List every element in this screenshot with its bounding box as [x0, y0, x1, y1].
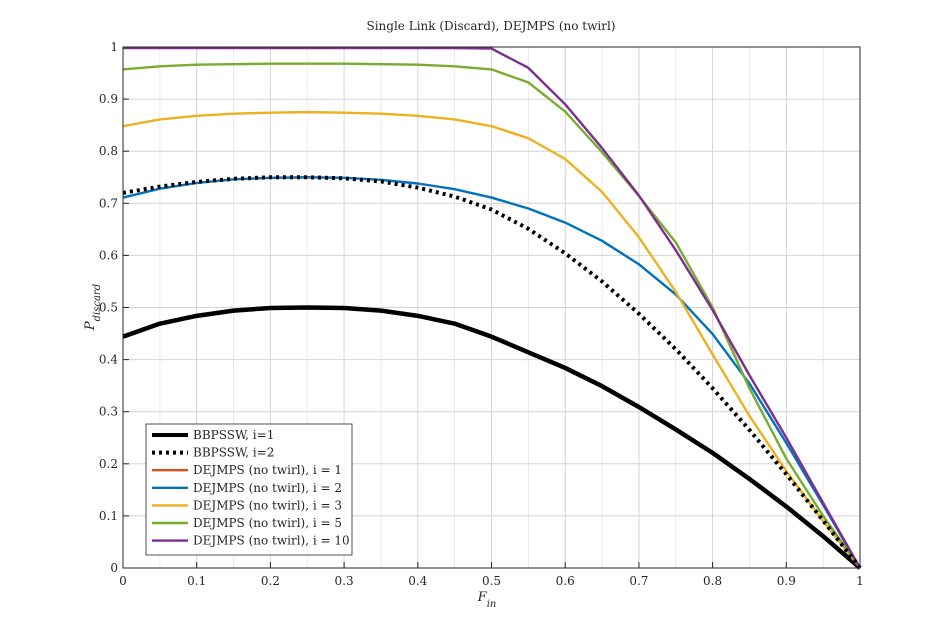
x-tick-label: 0.7 — [629, 574, 648, 588]
series-line-dejmps-no-twirl-i-3 — [122, 110, 861, 569]
legend: BBPSSW, i=1 BBPSSW, i=2 DEJMPS (no twirl),… — [145, 423, 353, 556]
x-tick-label: 0.9 — [777, 574, 796, 588]
chart-title: Single Link (Discard), DEJMPS (no twirl) — [367, 19, 616, 33]
x-axis-label-main: F — [477, 590, 488, 605]
legend-box — [145, 423, 353, 556]
y-axis-label-sub: discard — [92, 284, 103, 321]
x-axis-label: Fin — [477, 590, 497, 610]
legend-label: BBPSSW, i=2 — [193, 446, 274, 460]
series-line-dejmps-no-twirl-i-10 — [123, 46, 862, 569]
y-tick-label: 0.1 — [99, 509, 118, 523]
legend-label: DEJMPS (no twirl), i = 10 — [193, 534, 350, 548]
y-tick-label: 0.7 — [99, 196, 118, 210]
y-tick-label: 0.2 — [99, 457, 118, 471]
x-tick-label: 1 — [856, 574, 864, 588]
x-tick-label: 0.3 — [335, 574, 354, 588]
y-tick-label: 0.9 — [99, 92, 118, 106]
x-tick-labels: 0 0.1 0.2 0.3 0.4 0.5 0.6 0.7 0.8 0.9 1 — [119, 574, 864, 588]
legend-label: DEJMPS (no twirl), i = 3 — [193, 498, 342, 512]
y-tick-label: 0.8 — [99, 144, 118, 158]
y-tick-label: 0 — [110, 561, 118, 575]
y-tick-label: 0.3 — [99, 405, 118, 419]
series-line-dejmps-no-twirl-i-2 — [122, 176, 862, 569]
legend-label: DEJMPS (no twirl), i = 5 — [193, 516, 342, 530]
legend-label: DEJMPS (no twirl), i = 2 — [193, 481, 342, 495]
x-tick-label: 0.2 — [261, 574, 280, 588]
x-tick-label: 0.8 — [703, 574, 722, 588]
series-line-dejmps-no-twirl-i-5 — [122, 62, 861, 569]
series-line-bbpssw-i-1 — [122, 305, 862, 570]
x-axis-label-sub: in — [487, 599, 497, 610]
y-tick-labels: 0 0.1 0.2 0.3 0.4 0.5 0.6 0.7 0.8 0.9 1 — [99, 40, 118, 575]
y-tick-label: 0.4 — [99, 353, 118, 367]
legend-items: BBPSSW, i=1 BBPSSW, i=2 DEJMPS (no twirl),… — [152, 428, 350, 548]
x-tick-label: 0.5 — [482, 574, 501, 588]
y-tick-label: 1 — [110, 40, 118, 54]
y-axis-label-main: P — [83, 321, 98, 331]
legend-label: BBPSSW, i=1 — [193, 428, 274, 442]
x-tick-label: 0 — [119, 574, 127, 588]
legend-label: DEJMPS (no twirl), i = 1 — [193, 463, 342, 477]
series-group — [122, 46, 862, 570]
x-tick-label: 0.6 — [556, 574, 575, 588]
y-tick-label: 0.6 — [99, 248, 118, 262]
x-tick-label: 0.4 — [408, 574, 427, 588]
series-line-bbpssw-i-2 — [122, 175, 862, 570]
y-tick-label: 0.5 — [99, 301, 118, 315]
tick-marks — [122, 46, 861, 569]
y-axis-label: Pdiscard — [83, 284, 103, 331]
x-tick-label: 0.1 — [187, 574, 206, 588]
